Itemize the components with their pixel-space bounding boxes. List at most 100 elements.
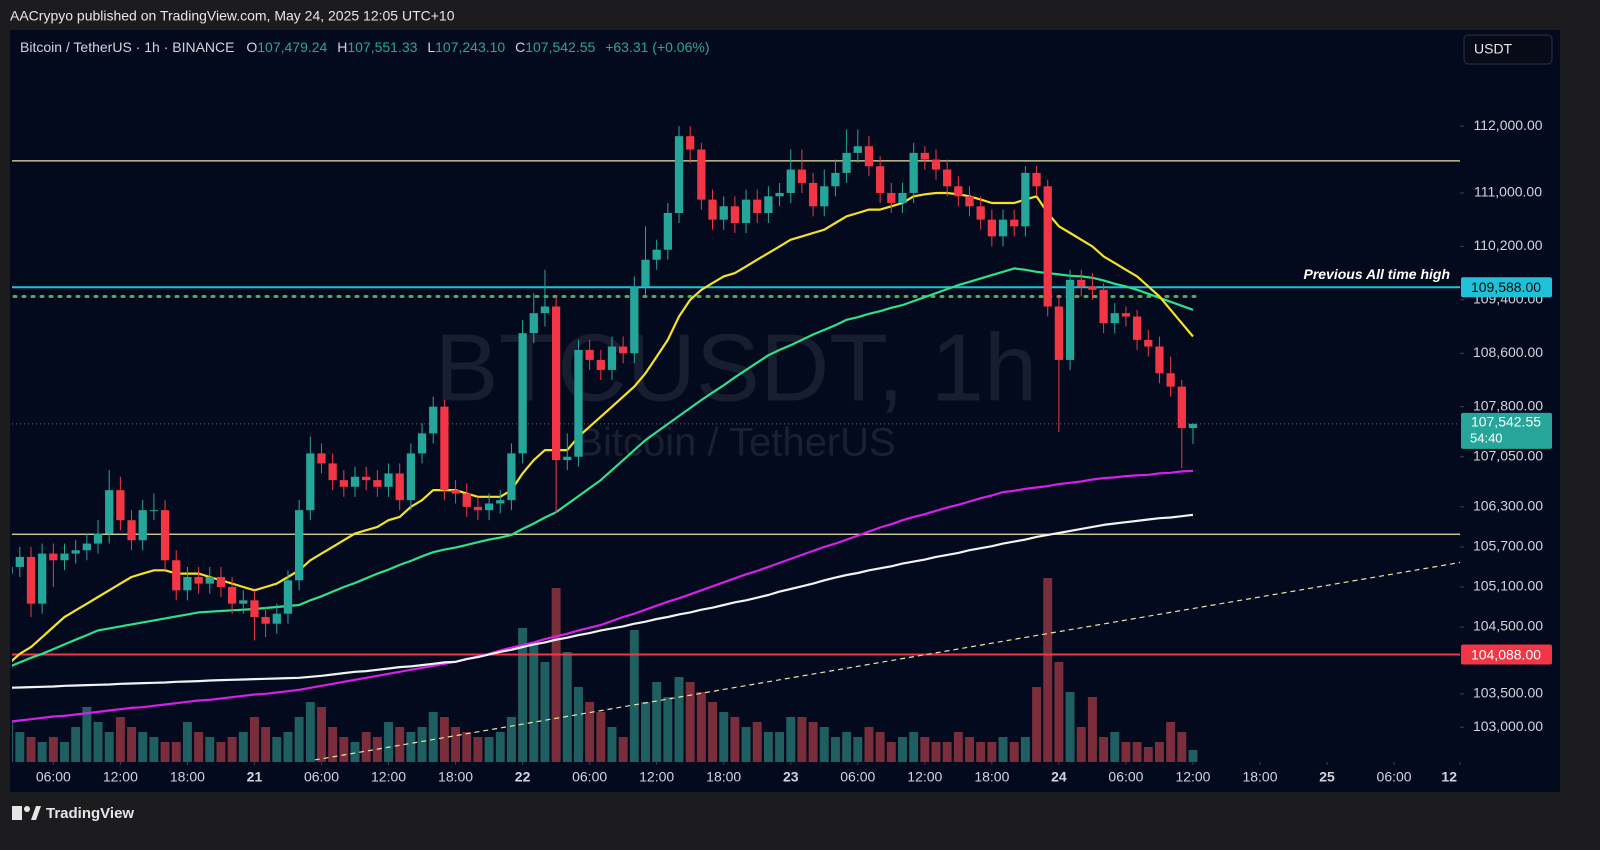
x-tick-label: 18:00	[706, 769, 741, 785]
volume-bar	[752, 722, 762, 762]
candle-body	[440, 406, 449, 491]
candle-body	[60, 553, 69, 561]
x-tick-label: 18:00	[1242, 769, 1277, 785]
candle-body	[1043, 186, 1052, 307]
level-annotation: Previous All time high	[1303, 266, 1450, 282]
volume-bar	[573, 687, 583, 762]
candle-body	[15, 556, 24, 567]
y-tick-label: 105,100.00	[1473, 578, 1543, 594]
volume-bar	[518, 628, 528, 762]
last-price-tag	[1461, 412, 1552, 449]
trendline	[314, 561, 1460, 761]
volume-bar	[763, 732, 773, 762]
volume-bar	[1065, 692, 1075, 762]
volume-bar	[842, 732, 852, 762]
x-tick-label: 12:00	[907, 769, 942, 785]
candle-body	[473, 506, 483, 511]
candle-body	[786, 169, 795, 193]
candle-body	[1166, 373, 1175, 387]
candle-body	[451, 490, 460, 494]
volume-bar	[26, 737, 36, 762]
candle-body	[518, 333, 527, 454]
candle-body	[1188, 423, 1198, 429]
y-tick-label: 105,700.00	[1473, 538, 1543, 554]
brand-logo	[12, 806, 41, 820]
volume-bar	[249, 717, 259, 762]
volume-bar	[261, 727, 271, 762]
candle-body	[194, 576, 203, 584]
volume-bar	[618, 737, 628, 762]
y-tick-label: 103,000.00	[1473, 718, 1543, 734]
ohlc-value: 107,551.33	[347, 39, 417, 55]
volume-bar	[205, 737, 215, 762]
volume-bar	[339, 737, 349, 762]
volume-bar	[898, 737, 907, 762]
candle-body	[261, 617, 270, 624]
legend: Bitcoin / TetherUS · 1h · BINANCE O107,4…	[20, 39, 709, 55]
y-tick-label: 107,800.00	[1473, 397, 1543, 413]
ohlc-key: L	[427, 39, 435, 55]
candle-body	[875, 166, 885, 193]
volume-bar	[1110, 732, 1120, 762]
volume-bar	[395, 727, 405, 762]
volume-bar	[741, 727, 751, 762]
x-tick-label: 18:00	[438, 769, 473, 785]
candle-body	[596, 359, 605, 370]
candle-body	[741, 199, 751, 224]
volume-bar	[12, 722, 14, 762]
y-tick-label: 111,000.00	[1474, 184, 1542, 200]
x-tick-label: 18:00	[170, 769, 205, 785]
volume-bar	[641, 702, 650, 762]
x-tick-label: 22	[515, 769, 531, 785]
candle-body	[607, 346, 617, 370]
candle-body	[529, 313, 538, 334]
candle-body	[998, 219, 1008, 237]
volume-bar	[317, 707, 326, 762]
currency-label[interactable]: USDT	[1474, 41, 1513, 57]
x-tick-label: 18:00	[974, 769, 1009, 785]
candle-body	[373, 480, 382, 487]
volume-bar	[1099, 737, 1109, 762]
volume-bar	[160, 742, 170, 762]
x-tick-label: 06:00	[304, 769, 339, 785]
volume-bar	[596, 712, 606, 762]
candle-body	[172, 560, 181, 591]
volume-bar	[149, 737, 159, 762]
price-tag	[1461, 277, 1552, 298]
volume-bar	[1076, 727, 1086, 762]
symbol-title: Bitcoin / TetherUS · 1h · BINANCE	[20, 39, 234, 55]
y-tick-label: 110,200.00	[1473, 237, 1542, 253]
volume-bar	[1166, 722, 1176, 762]
candle-body	[808, 182, 818, 207]
candle-body	[250, 600, 259, 618]
candle-body	[630, 286, 639, 354]
footer-bar	[0, 795, 1600, 850]
watermark-subtitle: Bitcoin / TetherUS	[576, 421, 895, 465]
candle-body	[49, 553, 58, 561]
x-tick-label: 21	[247, 769, 263, 785]
x-tick-label: 06:00	[572, 769, 607, 785]
volume-bar	[451, 727, 461, 762]
candle-body	[507, 453, 516, 501]
candle-body	[987, 219, 996, 237]
volume-bar	[406, 732, 416, 762]
candle-body	[619, 346, 628, 354]
chart-panel	[10, 30, 1560, 792]
volume-bar	[607, 727, 617, 762]
candle-body	[1032, 172, 1041, 187]
volume-bar	[495, 732, 505, 762]
volume-bar	[227, 737, 237, 762]
candle-body	[697, 149, 706, 200]
candle-body	[272, 613, 281, 624]
candle-body	[1077, 279, 1086, 287]
volume-bar	[216, 742, 226, 762]
volume-bar	[473, 737, 483, 762]
currency-button[interactable]	[1463, 34, 1553, 65]
candle-body	[149, 510, 159, 512]
candle-body	[417, 433, 427, 454]
candle-body	[384, 473, 393, 487]
volume-bar	[272, 737, 282, 762]
volume-bar	[350, 742, 360, 762]
volume-bar	[15, 732, 25, 762]
